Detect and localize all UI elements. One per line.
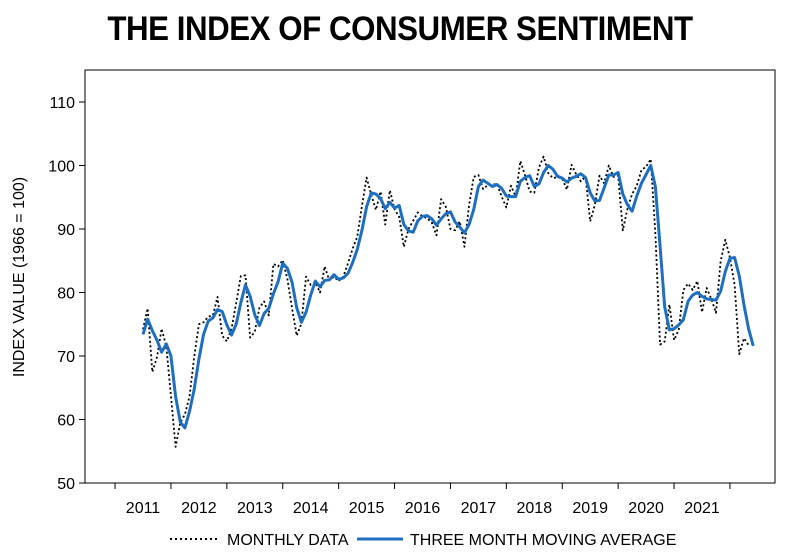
x-tick-label: 2012 [181,500,217,517]
y-axis: 50 60 70 80 90 100 110 [48,95,85,493]
legend-label-moving-average: THREE MONTH MOVING AVERAGE [410,532,676,549]
y-tick-label: 90 [57,222,75,239]
y-tick-label: 110 [49,95,75,112]
x-axis: 2011 2012 2013 2014 2015 2016 2017 2018 2019 2020… [114,483,731,517]
y-tick-label: 80 [57,286,75,303]
x-tick-label: 2020 [628,500,664,517]
x-tick-label: 2018 [517,500,553,517]
y-axis-title: INDEX VALUE (1966 = 100) [11,177,28,377]
y-tick-label: 50 [57,476,75,493]
x-tick-label: 2016 [405,500,441,517]
y-tick-label: 100 [48,159,75,176]
x-tick-label: 2014 [293,500,329,517]
y-tick-label: 60 [57,413,75,430]
series-layer [141,155,755,448]
x-tick-label: 2013 [237,500,273,517]
series-line-moving-average [141,164,755,430]
x-tick-label: 2017 [461,500,497,517]
x-tick-label: 2011 [126,500,161,517]
legend: MONTHLY DATA THREE MONTH MOVING AVERAGE [170,532,676,549]
x-tick-label: 2015 [349,500,385,517]
chart-title: THE INDEX OF CONSUMER SENTIMENT [107,10,693,48]
legend-label-monthly: MONTHLY DATA [227,532,349,549]
y-tick-label: 70 [57,349,75,366]
x-tick-label: 2019 [572,500,608,517]
series-line-monthly [142,155,750,448]
x-tick-label: 2021 [684,500,720,517]
plot-area-border [84,69,776,484]
